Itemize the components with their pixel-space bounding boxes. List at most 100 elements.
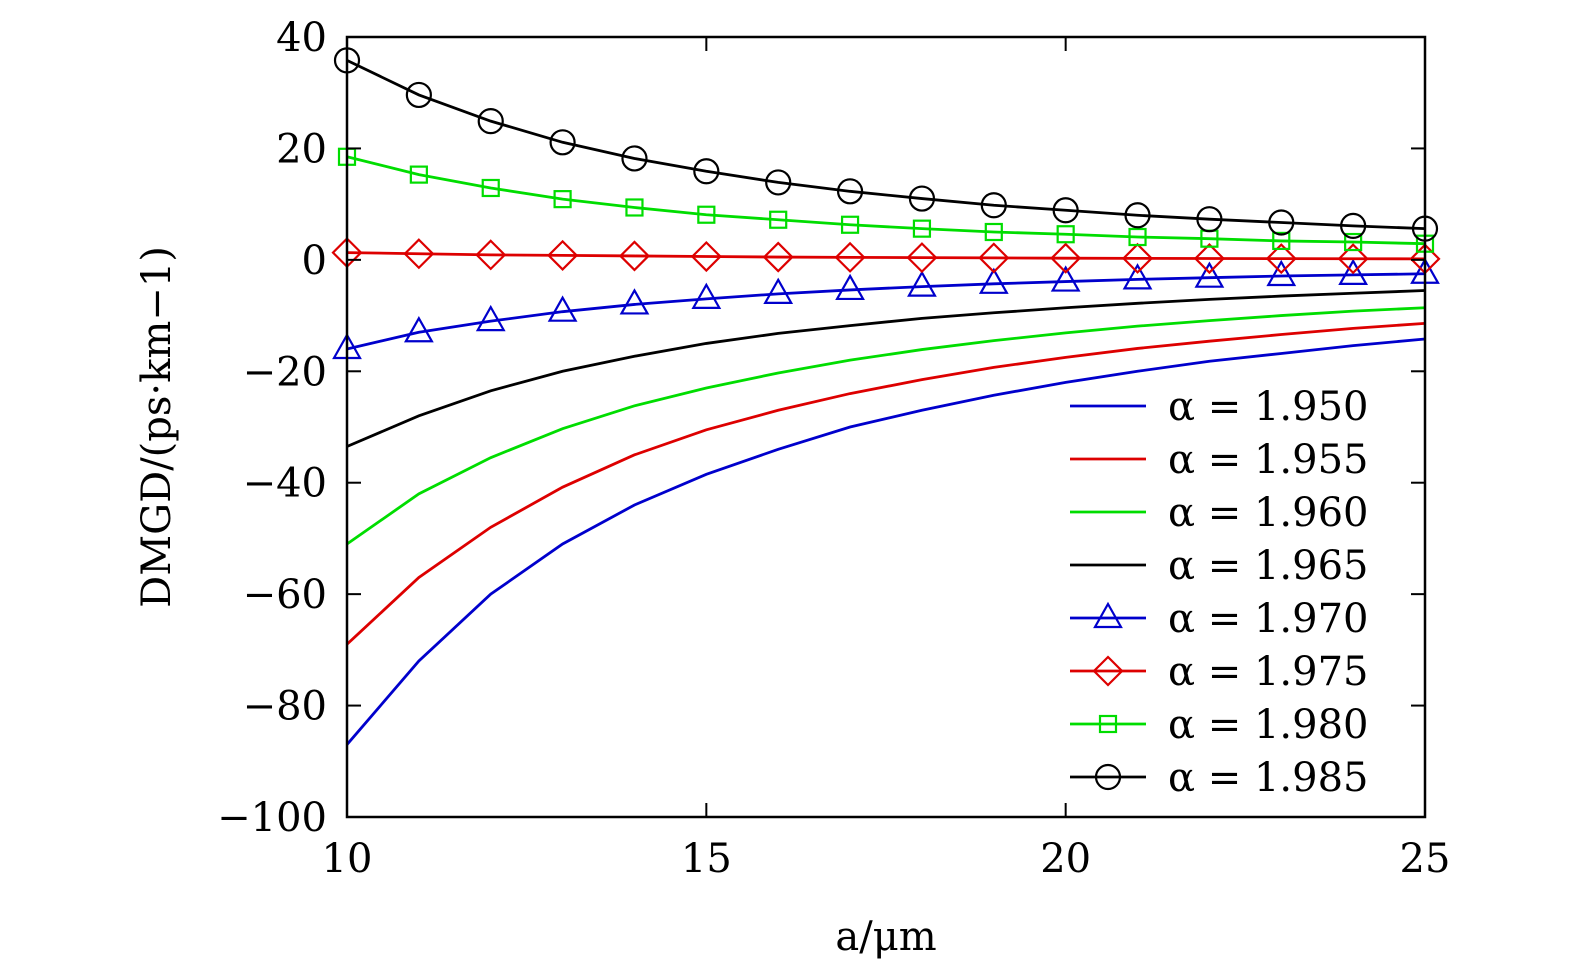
data-point-marker xyxy=(403,316,434,343)
legend-label: α = 1.980 xyxy=(1168,702,1368,748)
data-point-marker xyxy=(1050,242,1082,274)
data-point-marker xyxy=(763,277,794,304)
data-point-marker xyxy=(697,205,716,224)
data-point-marker xyxy=(978,267,1009,294)
series-layer xyxy=(331,47,1441,746)
legend-label: α = 1.975 xyxy=(1168,649,1368,695)
series-7 xyxy=(333,47,1439,242)
data-point-marker xyxy=(906,242,938,274)
legend-entry-3: α = 1.965 xyxy=(1070,543,1368,589)
series-3 xyxy=(346,289,1426,448)
y-tick-label: −20 xyxy=(243,349,327,395)
data-point-marker xyxy=(1340,212,1367,239)
data-point-marker xyxy=(1196,206,1223,233)
data-point-marker xyxy=(907,270,937,297)
data-point-marker xyxy=(912,219,932,238)
data-point-marker xyxy=(621,145,648,172)
data-point-marker xyxy=(1337,243,1369,275)
data-point-marker xyxy=(908,185,936,212)
data-point-marker xyxy=(549,129,576,156)
data-point-marker xyxy=(547,239,579,271)
data-point-marker xyxy=(836,178,864,205)
ticks-layer: 10 15 20 25 40 20 0 −20 −40 −60 −80 −100 xyxy=(217,15,1450,882)
series-line-6 xyxy=(346,155,1426,246)
data-point-marker xyxy=(1344,232,1363,252)
legend-label: α = 1.965 xyxy=(1168,543,1368,589)
data-point-marker xyxy=(1266,259,1297,287)
series-line-5 xyxy=(346,251,1426,261)
legend-entry-2: α = 1.960 xyxy=(1070,490,1368,536)
plot-frame xyxy=(345,35,1427,819)
data-point-marker xyxy=(1056,225,1075,244)
series-line-3 xyxy=(346,289,1426,448)
data-point-marker xyxy=(1268,209,1295,236)
legend-swatch-marker xyxy=(1092,655,1124,687)
y-tick-label: −100 xyxy=(217,795,327,841)
data-point-marker xyxy=(1052,197,1079,224)
series-1 xyxy=(346,321,1426,646)
legend-label: α = 1.960 xyxy=(1168,490,1368,536)
y-tick-label: −60 xyxy=(243,572,327,618)
legend-swatch-marker xyxy=(1093,601,1123,629)
series-line-7 xyxy=(346,59,1426,231)
data-point-marker xyxy=(1272,231,1291,251)
data-point-marker xyxy=(1121,242,1154,274)
legend-swatch-marker xyxy=(1098,714,1118,734)
series-line-1 xyxy=(346,321,1426,646)
legend-label: α = 1.955 xyxy=(1168,437,1368,483)
data-point-marker xyxy=(690,240,722,273)
data-point-marker xyxy=(762,241,794,273)
data-point-marker xyxy=(619,288,650,315)
legend-label: α = 1.950 xyxy=(1168,384,1368,430)
data-point-marker xyxy=(405,81,432,109)
data-point-marker xyxy=(409,165,428,184)
data-point-marker xyxy=(625,198,644,217)
y-tick-label: −80 xyxy=(243,684,327,730)
data-point-marker xyxy=(834,241,866,273)
data-point-marker xyxy=(403,238,435,270)
x-tick-label: 20 xyxy=(1040,836,1091,882)
data-point-marker xyxy=(978,242,1010,274)
y-tick-label: 40 xyxy=(276,15,327,61)
data-point-marker xyxy=(1128,227,1147,247)
legend-entry-6: α = 1.980 xyxy=(1070,702,1368,748)
data-point-marker xyxy=(618,240,651,272)
data-point-marker xyxy=(1122,263,1153,290)
legend-entry-1: α = 1.955 xyxy=(1070,437,1368,483)
legend-label: α = 1.970 xyxy=(1168,596,1368,642)
series-6 xyxy=(337,147,1435,253)
x-tick-label: 10 xyxy=(322,836,373,882)
x-axis-label: a/μm xyxy=(835,914,936,960)
data-point-marker xyxy=(1124,202,1151,229)
data-point-marker xyxy=(1194,261,1225,288)
legend-entry-4: α = 1.970 xyxy=(1070,596,1368,642)
legend-entry-7: α = 1.985 xyxy=(1070,755,1368,801)
series-line-2 xyxy=(346,306,1426,546)
legend-entry-0: α = 1.950 xyxy=(1070,384,1368,430)
data-point-marker xyxy=(475,239,507,271)
x-tick-label: 25 xyxy=(1400,836,1451,882)
data-point-marker xyxy=(475,304,506,332)
series-5 xyxy=(331,237,1441,275)
data-point-marker xyxy=(1338,258,1369,285)
data-point-marker xyxy=(1193,242,1225,275)
legend-entry-5: α = 1.975 xyxy=(1070,649,1368,695)
legend-label: α = 1.985 xyxy=(1168,755,1368,801)
y-tick-label: 20 xyxy=(276,126,327,172)
legend: α = 1.950 α = 1.955 α = 1.960 α = 1.965 α = … xyxy=(1070,384,1368,801)
data-point-marker xyxy=(1050,265,1081,292)
data-point-marker xyxy=(1265,243,1297,275)
data-point-marker xyxy=(477,108,504,135)
series-0 xyxy=(345,337,1426,746)
data-point-marker xyxy=(553,190,572,209)
y-axis-label: DMGD/(ps·km−1) xyxy=(134,246,180,608)
series-2 xyxy=(346,306,1426,546)
legend-swatch-marker xyxy=(1094,763,1122,791)
data-point-marker xyxy=(691,282,722,309)
data-point-marker xyxy=(840,215,860,234)
series-4 xyxy=(332,257,1440,360)
y-tick-label: 0 xyxy=(302,238,327,284)
data-point-marker xyxy=(481,178,500,198)
data-point-marker xyxy=(984,222,1003,242)
